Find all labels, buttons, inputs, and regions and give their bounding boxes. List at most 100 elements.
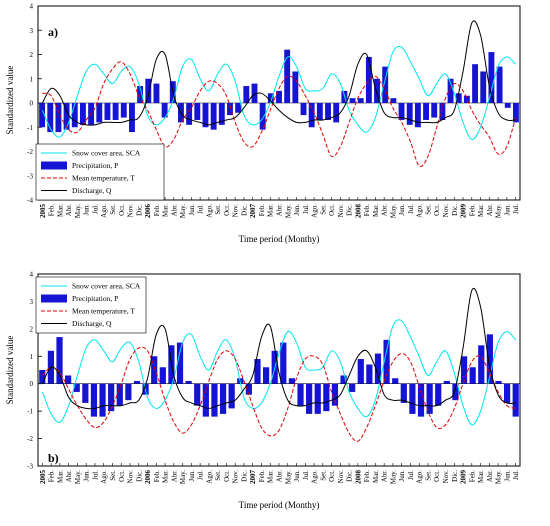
x-tick-label: Feb. bbox=[153, 470, 161, 483]
x-tick-label: Abr. bbox=[276, 204, 284, 217]
x-tick-label: Jun. bbox=[293, 204, 301, 216]
precipitation-bar bbox=[308, 103, 315, 128]
precipitation-bar bbox=[383, 339, 390, 384]
precipitation-bar bbox=[472, 64, 479, 103]
x-tick-label: Ago. bbox=[416, 470, 424, 484]
precipitation-bar bbox=[153, 83, 160, 103]
x-tick-label: Ago. bbox=[100, 204, 108, 218]
precipitation-bar bbox=[73, 383, 80, 392]
precipitation-bar bbox=[104, 103, 111, 120]
precipitation-bar bbox=[512, 103, 519, 123]
x-tick-label: Feb. bbox=[363, 204, 371, 217]
x-tick-label: May. bbox=[179, 204, 187, 218]
precipitation-bar bbox=[306, 383, 313, 414]
x-tick-label: Oct. bbox=[223, 470, 231, 482]
precipitation-bar bbox=[227, 103, 233, 116]
precipitation-bar bbox=[99, 383, 106, 417]
precipitation-bar bbox=[243, 86, 250, 103]
x-tick-label: Dic. bbox=[240, 470, 248, 482]
legend: Snow cover area, SCA Precipitation, P Mean… bbox=[35, 276, 147, 334]
precipitation-bar bbox=[251, 83, 258, 103]
x-tick-label: May. bbox=[389, 470, 397, 484]
legend-sca-label: Snow cover area, SCA bbox=[72, 149, 141, 158]
x-tick-label: Jul. bbox=[91, 470, 99, 480]
x-tick-label: Jul. bbox=[197, 470, 205, 480]
x-tick-label: Feb. bbox=[468, 204, 476, 217]
x-tick-label: Jul. bbox=[407, 204, 415, 214]
x-tick-label: Feb. bbox=[48, 204, 56, 217]
precipitation-bar bbox=[245, 383, 252, 395]
x-tick-label: Feb. bbox=[258, 470, 266, 483]
x-tick-label: May. bbox=[74, 204, 82, 218]
x-tick-label: Jun. bbox=[503, 204, 511, 216]
x-axis-title: Time period (Monthy) bbox=[239, 500, 320, 510]
legend-sca-label: Snow cover area, SCA bbox=[72, 282, 141, 291]
y-tick-label: 0 bbox=[30, 100, 34, 108]
x-tick-label: Jul. bbox=[302, 470, 310, 480]
x-tick-label: May. bbox=[495, 204, 503, 218]
x-tick-year-label: 2007 bbox=[249, 470, 257, 485]
x-tick-label: May. bbox=[495, 470, 503, 484]
x-tick-label: May. bbox=[284, 204, 292, 218]
x-tick-label: Jun. bbox=[188, 204, 196, 216]
precipitation-bar bbox=[392, 378, 399, 384]
legend-precipitation-swatch bbox=[41, 161, 67, 170]
precipitation-bar bbox=[151, 356, 158, 384]
y-tick-label: 3 bbox=[30, 298, 34, 306]
precipitation-bar bbox=[267, 93, 274, 103]
x-tick-year-label: 2009 bbox=[460, 470, 468, 485]
precipitation-bar bbox=[39, 370, 46, 384]
x-tick-label: Set. bbox=[109, 470, 117, 481]
precipitation-bar bbox=[288, 378, 296, 384]
x-tick-label: Nov. bbox=[442, 204, 450, 218]
y-tick-label: -2 bbox=[27, 148, 33, 156]
precipitation-bar bbox=[316, 103, 323, 120]
precipitation-bar bbox=[235, 103, 242, 113]
y-tick-label: 4 bbox=[30, 3, 34, 11]
x-tick-label: Ago. bbox=[205, 470, 213, 484]
x-tick-label: Feb. bbox=[468, 470, 476, 483]
x-tick-label: May. bbox=[389, 204, 397, 218]
x-tick-label: Abr. bbox=[381, 204, 389, 217]
precipitation-bar bbox=[406, 103, 413, 125]
precipitation-bar bbox=[71, 103, 78, 128]
x-tick-label: Feb. bbox=[48, 470, 56, 483]
x-tick-label: Dic. bbox=[240, 204, 248, 216]
precipitation-bar bbox=[129, 103, 135, 133]
x-tick-label: Dic. bbox=[135, 204, 143, 216]
precipitation-bar bbox=[185, 380, 192, 384]
x-tick-label: Nov. bbox=[337, 470, 345, 484]
precipitation-bar bbox=[512, 383, 519, 417]
precipitation-bar bbox=[374, 353, 382, 384]
precipitation-bar bbox=[400, 383, 407, 403]
x-tick-label: Mar. bbox=[162, 204, 170, 217]
x-tick-label: Abr. bbox=[276, 470, 284, 483]
precipitation-bar bbox=[300, 103, 307, 116]
panel-label: b) bbox=[48, 451, 59, 465]
x-tick-label: Nov. bbox=[127, 470, 135, 484]
precipitation-bar bbox=[82, 383, 89, 403]
x-tick-label: Mar. bbox=[162, 470, 170, 483]
temperature-line bbox=[42, 346, 516, 442]
x-tick-label: May. bbox=[179, 470, 187, 484]
x-tick-label: Jun. bbox=[293, 470, 301, 482]
y-tick-label: 3 bbox=[30, 27, 34, 35]
x-tick-label: Set. bbox=[424, 204, 432, 215]
precipitation-bar bbox=[202, 103, 209, 128]
x-tick-label: Oct. bbox=[433, 204, 441, 216]
precipitation-bar bbox=[297, 383, 304, 406]
precipitation-bar bbox=[486, 334, 493, 384]
x-tick-label: Dic. bbox=[135, 470, 143, 482]
panel-label: a) bbox=[48, 25, 58, 39]
x-tick-label: Abr. bbox=[65, 470, 73, 483]
x-tick-label: Set. bbox=[319, 204, 327, 215]
y-axis-title: Standardized value bbox=[5, 336, 15, 405]
precipitation-bar bbox=[262, 367, 270, 384]
x-tick-label: Ago. bbox=[205, 204, 213, 218]
precipitation-bar bbox=[452, 383, 459, 401]
precipitation-bar bbox=[435, 383, 442, 406]
precipitation-bar bbox=[39, 103, 46, 128]
x-tick-label: Jun. bbox=[83, 470, 91, 482]
x-tick-label: Oct. bbox=[223, 204, 231, 216]
legend-discharge-label: Discharge, Q bbox=[72, 186, 112, 195]
